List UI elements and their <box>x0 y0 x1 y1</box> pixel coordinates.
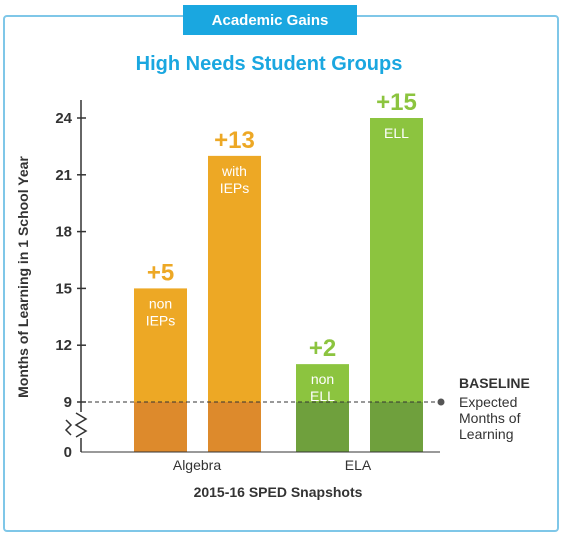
bar-group-label: with <box>221 163 247 179</box>
y-tick-label: 21 <box>55 167 72 184</box>
title-badge-text: Academic Gains <box>212 12 329 29</box>
bar-baseline-segment <box>296 402 349 452</box>
bar-gain-label: +2 <box>309 335 336 362</box>
category-label-algebra: Algebra <box>173 457 221 473</box>
baseline-sub-3: Learning <box>459 426 514 442</box>
bar-group-label: non <box>311 371 334 387</box>
baseline-dot <box>437 398 445 406</box>
y-tick-label: 0 <box>64 444 72 461</box>
category-label-ela: ELA <box>345 457 372 473</box>
bar-group-label: IEPs <box>146 312 176 328</box>
x-axis-title: 2015-16 SPED Snapshots <box>194 484 363 500</box>
bar-baseline-segment <box>208 402 261 452</box>
chart-frame <box>3 15 559 532</box>
bar-baseline-segment <box>134 402 187 452</box>
y-tick-label: 15 <box>55 280 72 297</box>
title-badge <box>183 5 357 35</box>
axis-break-mark-left <box>64 419 73 436</box>
baseline-title: BASELINE <box>459 375 530 391</box>
bar-gain-label: +13 <box>214 127 255 154</box>
y-tick-label: 24 <box>55 110 72 127</box>
chart-title: High Needs Student Groups <box>136 53 403 75</box>
axis-break-icon <box>74 412 88 438</box>
y-tick-label: 9 <box>64 394 72 411</box>
y-axis-ticks: 0 9 12 15 18 21 24 <box>55 110 86 461</box>
bar-gain-segment <box>134 288 187 402</box>
bar-gain-segment <box>208 155 261 402</box>
y-tick-label: 18 <box>55 224 72 241</box>
bar-group-label: ELL <box>384 125 409 141</box>
y-tick-label: 12 <box>55 337 72 354</box>
bar-gain-segment <box>370 118 423 402</box>
baseline-sub-1: Expected <box>459 394 517 410</box>
baseline-sub-2: Months of <box>459 410 521 426</box>
bar-group-label: non <box>149 295 172 311</box>
bar-gain-segment <box>296 364 349 402</box>
bar-gain-label: +5 <box>147 259 174 286</box>
bar-group-label: IEPs <box>220 180 250 196</box>
y-axis-title: Months of Learning in 1 School Year <box>15 156 31 398</box>
bar-group-label: ELL <box>310 388 335 404</box>
bar-baseline-segment <box>370 402 423 452</box>
bar-gain-label: +15 <box>376 89 417 116</box>
